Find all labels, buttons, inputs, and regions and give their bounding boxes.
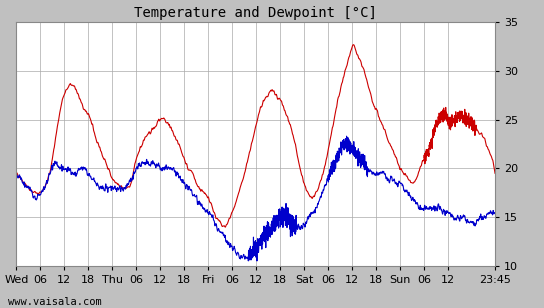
Title: Temperature and Dewpoint [°C]: Temperature and Dewpoint [°C] <box>134 6 377 20</box>
Text: www.vaisala.com: www.vaisala.com <box>8 297 102 307</box>
